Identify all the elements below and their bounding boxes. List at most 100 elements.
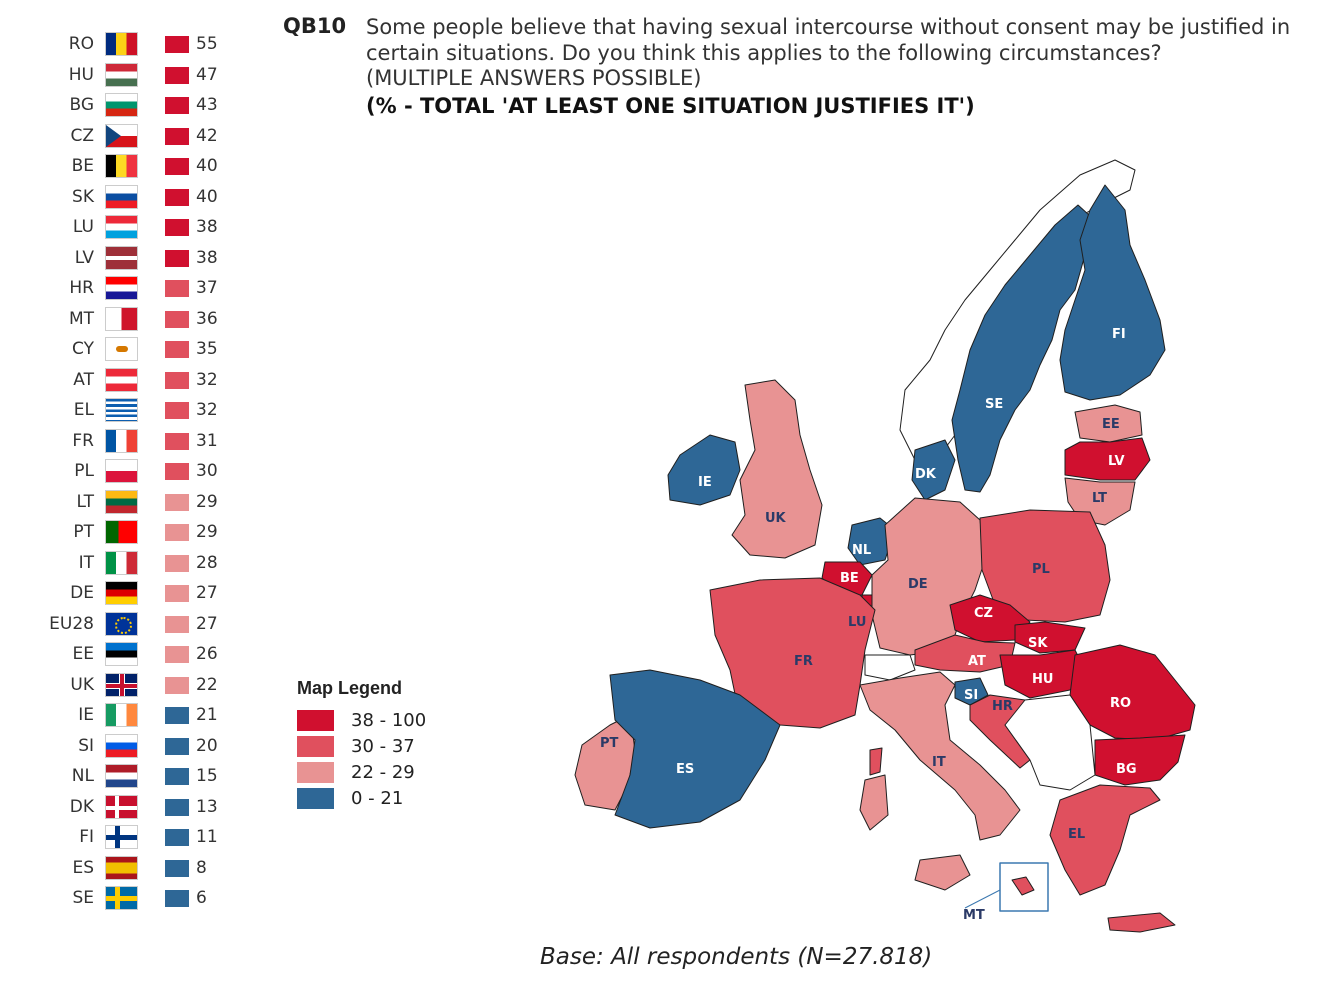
value-swatch: [165, 463, 189, 480]
map-region-se: [951, 204, 1101, 493]
flag-icon: [105, 825, 138, 849]
map-label-ro: RO: [1110, 696, 1131, 711]
country-code: CY: [72, 339, 94, 359]
flag-icon: [105, 367, 138, 392]
map-label-se: SE: [985, 397, 1003, 412]
country-value: 36: [196, 308, 218, 329]
map-region-sk: [1014, 621, 1086, 654]
flag-icon: [105, 855, 138, 880]
map-region-dk: [911, 439, 956, 501]
country-row: HU 47: [40, 61, 240, 91]
map-region-uk: [731, 379, 823, 559]
map-region-balkans-nondata: [1004, 694, 1096, 791]
question-measure: (% - TOTAL 'AT LEAST ONE SITUATION JUSTI…: [366, 94, 975, 118]
country-code: EU28: [49, 613, 94, 634]
map-region-lv: [1064, 437, 1151, 481]
value-swatch: [165, 341, 189, 358]
value-swatch: [165, 66, 189, 84]
map-region-it: [859, 671, 1021, 841]
country-value: 47: [196, 64, 218, 85]
value-swatch: [165, 707, 189, 724]
country-value: 11: [196, 827, 218, 847]
flag-icon: [105, 733, 138, 758]
map-label-lv: LV: [1108, 454, 1125, 469]
country-row: BG 43: [40, 91, 240, 121]
country-value: 29: [196, 491, 218, 512]
map-label-pt: PT: [600, 736, 619, 751]
country-value: 27: [196, 583, 218, 603]
value-swatch: [165, 371, 189, 389]
country-code: LT: [76, 491, 94, 512]
map-label-fi: FI: [1112, 327, 1126, 342]
map-label-bg: BG: [1116, 762, 1137, 777]
map-label-hu: HU: [1032, 672, 1053, 687]
country-code: DE: [70, 583, 94, 603]
value-swatch: [165, 585, 189, 602]
value-swatch: [165, 768, 189, 785]
value-swatch: [165, 188, 189, 206]
country-row: PT 29: [40, 518, 240, 548]
map-label-mt: MT: [963, 908, 985, 923]
country-code: PL: [74, 461, 94, 481]
country-row: EE 26: [40, 640, 240, 670]
country-code: BG: [69, 95, 94, 115]
country-value: 32: [196, 369, 218, 390]
country-value: 21: [196, 705, 218, 725]
country-value: 42: [196, 125, 218, 146]
legend-label: 38 - 100: [351, 710, 427, 731]
value-swatch: [165, 127, 189, 145]
map-region-mt: [1011, 876, 1035, 896]
map-label-cz: CZ: [974, 606, 993, 621]
europe-map: FI SE EE LV LT DK IE UK NL BE LU DE PL C…: [574, 159, 1196, 933]
malta-inset-box: [999, 862, 1049, 912]
country-code: IT: [78, 552, 94, 573]
legend-label: 0 - 21: [351, 788, 404, 809]
legend-label: 30 - 37: [351, 736, 415, 757]
country-value: 40: [196, 156, 218, 176]
legend-item: 22 - 29: [297, 762, 477, 784]
value-swatch: [165, 676, 189, 694]
country-code: SK: [72, 186, 94, 207]
map-label-lt: LT: [1092, 491, 1107, 506]
country-value: 15: [196, 766, 218, 786]
map-label-el: EL: [1068, 827, 1085, 842]
country-row: LU 38: [40, 213, 240, 243]
country-row: ES 8: [40, 854, 240, 884]
country-value: 31: [196, 430, 218, 451]
map-label-ie: IE: [698, 475, 712, 490]
country-row: CY 35: [40, 335, 240, 365]
map-label-it: IT: [932, 755, 946, 770]
map-label-sk: SK: [1028, 636, 1048, 651]
value-swatch: [165, 36, 189, 53]
country-value: 26: [196, 644, 218, 664]
country-row: FI 11: [40, 823, 240, 853]
country-row: NL 15: [40, 762, 240, 792]
question-code: QB10: [283, 14, 347, 38]
legend-swatch: [297, 710, 334, 731]
legend-swatch: [297, 736, 334, 757]
map-legend-title: Map Legend: [297, 678, 403, 698]
malta-inset-leader: [964, 889, 1001, 909]
map-region-es: [609, 669, 781, 829]
country-code: RO: [68, 34, 94, 54]
flag-icon: [105, 306, 138, 331]
country-row: PL 30: [40, 457, 240, 487]
value-swatch: [165, 249, 189, 267]
map-region-fr-corsica: [869, 747, 883, 776]
country-row: FR 31: [40, 427, 240, 457]
map-label-ee: EE: [1102, 417, 1120, 432]
flag-icon: [105, 459, 138, 483]
value-swatch: [165, 737, 189, 755]
flag-icon: [105, 550, 138, 575]
value-swatch: [165, 524, 189, 541]
flag-icon: [105, 276, 138, 300]
country-row: HR 37: [40, 274, 240, 304]
country-code: FR: [72, 430, 94, 451]
country-code: FI: [79, 827, 94, 847]
country-code: EE: [72, 644, 94, 664]
country-code: IE: [78, 705, 94, 725]
country-row: SI 20: [40, 732, 240, 762]
country-row: IE 21: [40, 701, 240, 731]
value-swatch: [165, 432, 189, 450]
map-label-es: ES: [676, 762, 694, 777]
